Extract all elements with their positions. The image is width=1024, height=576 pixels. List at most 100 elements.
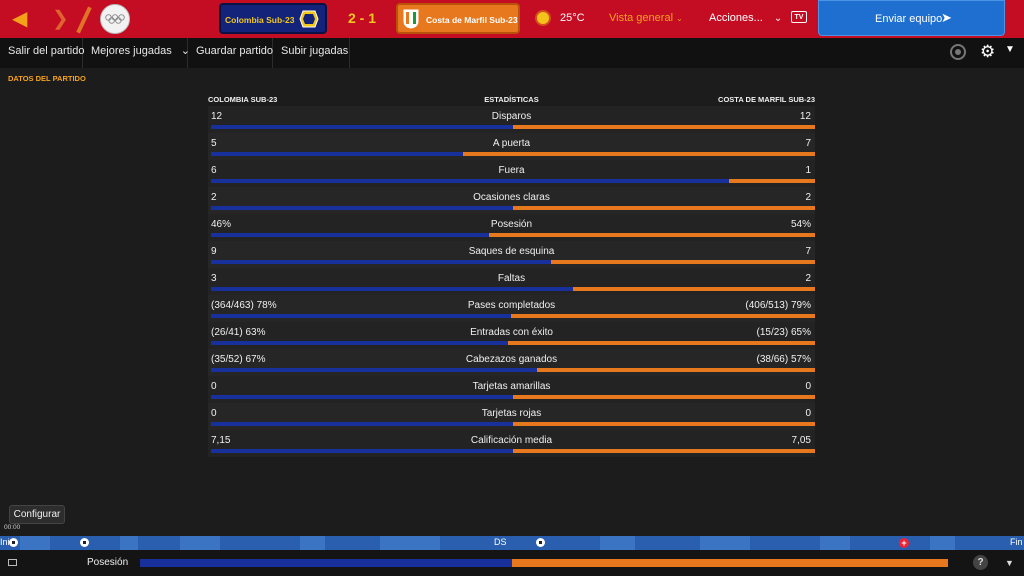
timeline-halftime-label: DS [494,537,507,547]
stat-home-fill [211,422,513,426]
stat-away-value: (406/513) 79% [745,300,811,311]
chevron-down-icon[interactable]: ▼ [1005,558,1014,568]
stat-comparison-bar [211,152,815,156]
stat-home-value: 7,15 [211,435,231,446]
stat-label: Tarjetas rojas [481,408,542,419]
configure-button[interactable]: Configurar [9,505,65,524]
view-menu-label: Vista general [609,12,674,24]
chevron-down-icon: ⌄ [773,13,783,24]
stat-label: Fuera [498,165,525,176]
screen-icon[interactable] [8,559,17,566]
timeline-segment [380,536,440,550]
match-clock: 00:00 [4,524,21,531]
away-crest-icon [403,9,419,29]
stat-comparison-bar [211,314,815,318]
olympic-rings-icon[interactable] [100,4,130,34]
help-icon[interactable]: ? [973,555,988,570]
stat-comparison-bar [211,422,815,426]
stat-home-fill [211,260,551,264]
best-plays-menu[interactable]: Mejores jugadas ⌄ [83,38,190,68]
record-icon[interactable] [950,44,966,60]
stat-away-value: 0 [805,381,811,392]
timeline-segment [20,536,50,550]
stat-comparison-bar [211,260,815,264]
stat-away-value: 1 [805,165,811,176]
stat-home-fill [211,314,512,318]
home-team-badge[interactable]: Colombia Sub-23 [219,3,327,34]
send-team-button[interactable]: Enviar equipo ➤ [818,0,1005,36]
save-match-button[interactable]: Guardar partido [188,38,273,68]
stat-label: Ocasiones claras [473,192,550,203]
stat-comparison-bar [211,206,815,210]
stat-row: 5 A puerta 7 [208,133,815,160]
stat-away-value: 2 [805,192,811,203]
stat-row: 2 Ocasiones claras 2 [208,187,815,214]
stat-label: Calificación media [470,435,553,446]
stat-home-value: 3 [211,273,217,284]
stat-away-value: 7,05 [791,435,811,446]
match-timeline[interactable]: Ini DS + Fin [0,536,1024,550]
stat-home-value: 12 [211,111,223,122]
stat-comparison-bar [211,233,815,237]
stat-away-value: 2 [805,273,811,284]
stat-comparison-bar [211,368,815,372]
stat-comparison-bar [211,395,815,399]
view-menu[interactable]: Vista general ⌄ [609,12,683,24]
stat-label: Saques de esquina [468,246,555,257]
tv-icon[interactable]: TV [791,11,807,23]
stat-row: 3 Faltas 2 [208,268,815,295]
timeline-segment [700,536,750,550]
section-title: DATOS DEL PARTIDO [8,74,86,83]
tab-label: Mejores jugadas [91,45,172,57]
possession-label: Posesión [87,557,129,568]
match-stats-table: COLOMBIA SUB-23 ESTADÍSTICAS COSTA DE MA… [208,95,815,457]
stat-away-value: 7 [805,138,811,149]
stat-home-value: 0 [211,408,217,419]
away-team-badge[interactable]: Costa de Marfil Sub-23 [396,3,520,34]
stat-label: Faltas [497,273,526,284]
match-toolbar: Salir del partido Mejores jugadas ⌄ Guar… [0,38,1024,68]
stat-label: Tarjetas amarillas [472,381,551,392]
stat-label: Disparos [491,111,532,122]
forward-arrow-icon[interactable]: ❯ [52,8,69,30]
temperature: 25°C [560,12,585,24]
chevron-down-icon: ⌄ [676,14,683,23]
actions-menu[interactable]: Acciones... ⌄ [709,12,782,24]
tab-label: Guardar partido [196,45,274,57]
stat-comparison-bar [211,449,815,453]
stat-label: Posesión [490,219,533,230]
timeline-segment [180,536,220,550]
possession-bar [140,559,948,567]
stat-row: 0 Tarjetas amarillas 0 [208,376,815,403]
stat-home-fill [211,368,538,372]
stat-home-fill [211,449,513,453]
timeline-segment [600,536,635,550]
stat-away-value: (38/66) 57% [756,354,811,365]
sun-weather-icon [537,12,549,24]
match-score: 2 - 1 [347,10,376,26]
stat-away-value: (15/23) 65% [756,327,811,338]
back-arrow-icon[interactable]: ◀ [12,8,28,30]
divider [76,6,92,34]
timeline-start-label: Ini [0,537,10,547]
tab-label: Salir del partido [8,45,85,57]
stat-home-fill [211,395,513,399]
stat-label: A puerta [492,138,531,149]
stat-away-value: 0 [805,408,811,419]
home-team-name: Colombia Sub-23 [225,15,295,25]
stat-label: Pases completados [467,300,556,311]
stat-home-fill [211,287,574,291]
upload-plays-button[interactable]: Subir jugadas [273,38,350,68]
stat-away-value: 54% [790,219,811,230]
chevron-down-icon[interactable]: ▼ [1005,44,1015,55]
goal-ball-icon[interactable] [9,538,18,547]
timeline-segment [120,536,138,550]
exit-match-button[interactable]: Salir del partido [0,38,85,68]
gear-icon[interactable]: ⚙ [980,42,996,61]
stat-home-fill [211,152,463,156]
injury-cross-icon[interactable]: + [899,538,909,548]
goal-ball-icon[interactable] [536,538,545,547]
stat-row: 0 Tarjetas rojas 0 [208,403,815,430]
goal-ball-icon[interactable] [80,538,89,547]
stat-row: 46% Posesión 54% [208,214,815,241]
